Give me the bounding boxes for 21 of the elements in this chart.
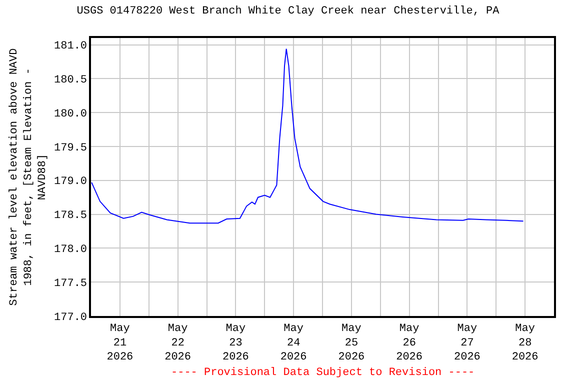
y-tick-label: 177.5 [54,278,88,290]
y-tick-label: 181.0 [54,40,88,53]
y-axis-title: Stream water level elevation above NAVD 1988, in feet, [Steam Elevation - NAVD88] [8,48,50,306]
text: ---- Provisional Data Subject to Revision ---- [171,367,475,379]
y-tick-label: 179.0 [54,176,88,188]
x-tick-label: May 23 2026 [222,322,249,364]
chart-title: USGS 01478220 West Branch White Clay Creek near Chesterville, PA [76,5,500,18]
x-tick-label: May 27 2026 [454,322,480,364]
y-tick-label: 180.0 [54,108,88,120]
x-tick-label: May 24 2026 [280,322,307,364]
y-tick-label: 178.0 [54,244,88,256]
x-tick-label: May 26 2026 [396,322,423,364]
y-tick-label: 179.5 [54,142,88,154]
y-tick-label: 180.5 [54,74,88,87]
x-tick-label: May 21 2026 [106,322,134,364]
x-tick-label: May 25 2026 [338,322,365,364]
x-tick-label: May 22 2026 [164,322,192,364]
y-tick-label: 178.5 [54,210,88,222]
x-tick-label: May 28 2026 [512,322,538,364]
y-tick-label: 177.0 [54,312,88,324]
line-series [91,48,524,224]
